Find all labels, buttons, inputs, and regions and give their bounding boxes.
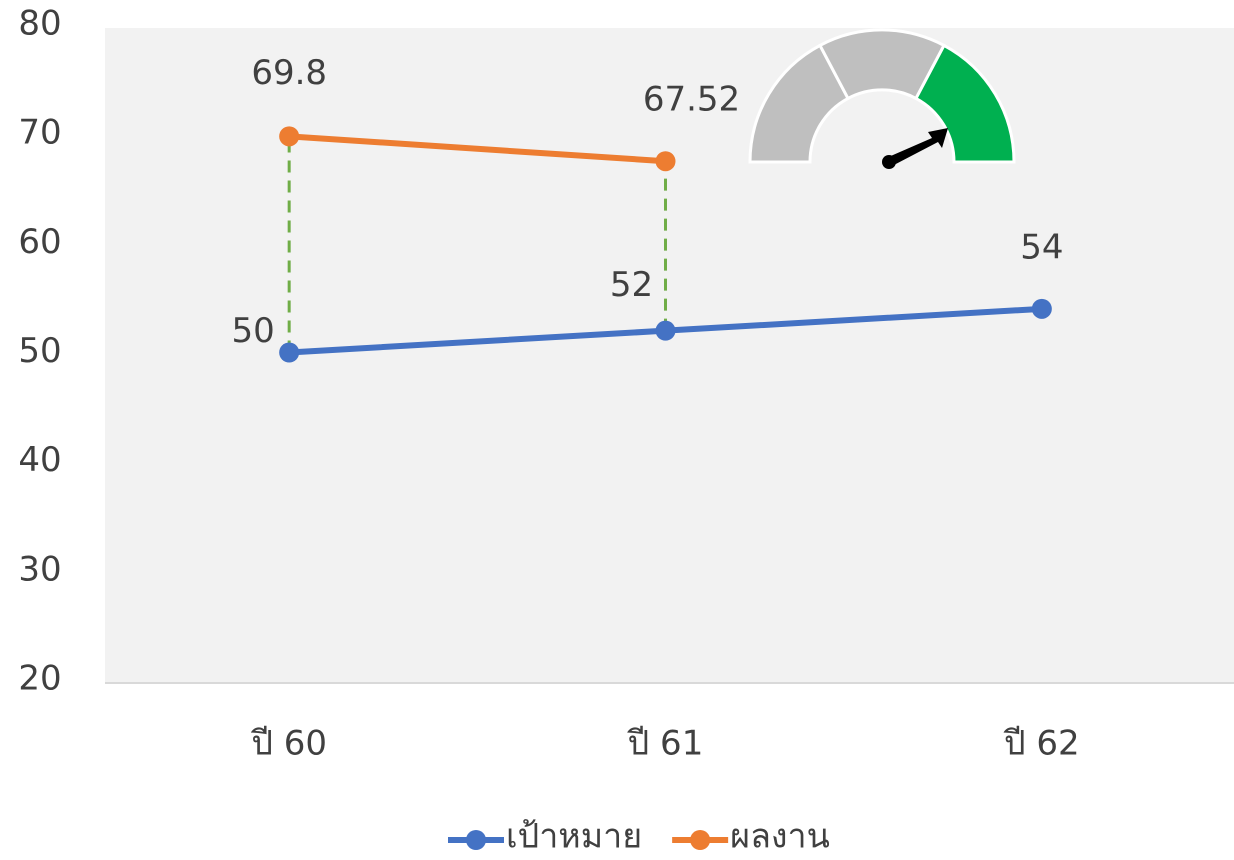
- series-line: [288, 133, 666, 165]
- plot-area: [105, 28, 1234, 683]
- data-label: 67.52: [643, 80, 740, 120]
- y-tick-label: 40: [18, 440, 61, 480]
- gauge-icon: [748, 28, 1016, 169]
- y-tick-label: 70: [18, 113, 61, 153]
- x-tick-label: ปี 61: [627, 724, 703, 764]
- data-point: [1031, 298, 1052, 319]
- data-point: [655, 320, 676, 341]
- y-tick-label: 20: [18, 659, 61, 699]
- data-point: [655, 151, 676, 172]
- x-tick-label: ปี 60: [251, 724, 327, 764]
- legend-label: ผลงาน: [730, 817, 830, 857]
- y-tick-label: 80: [18, 4, 61, 44]
- data-label: 69.8: [251, 53, 327, 93]
- y-tick-label: 30: [18, 549, 61, 589]
- y-tick-label: 60: [18, 222, 61, 262]
- data-label: 54: [1020, 227, 1063, 267]
- data-label: 52: [610, 265, 653, 305]
- data-point: [279, 126, 300, 147]
- legend-marker: [690, 830, 711, 850]
- legend-label: เป้าหมาย: [506, 817, 642, 857]
- x-tick-label: ปี 62: [1003, 724, 1079, 764]
- legend-marker: [466, 830, 486, 850]
- data-label: 50: [232, 311, 275, 351]
- data-point: [279, 342, 300, 363]
- y-tick-label: 50: [18, 331, 61, 371]
